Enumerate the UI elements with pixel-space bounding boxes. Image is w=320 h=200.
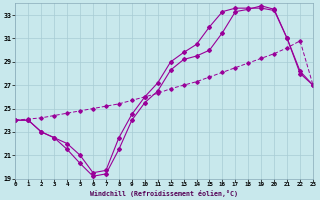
- X-axis label: Windchill (Refroidissement éolien,°C): Windchill (Refroidissement éolien,°C): [90, 190, 238, 197]
